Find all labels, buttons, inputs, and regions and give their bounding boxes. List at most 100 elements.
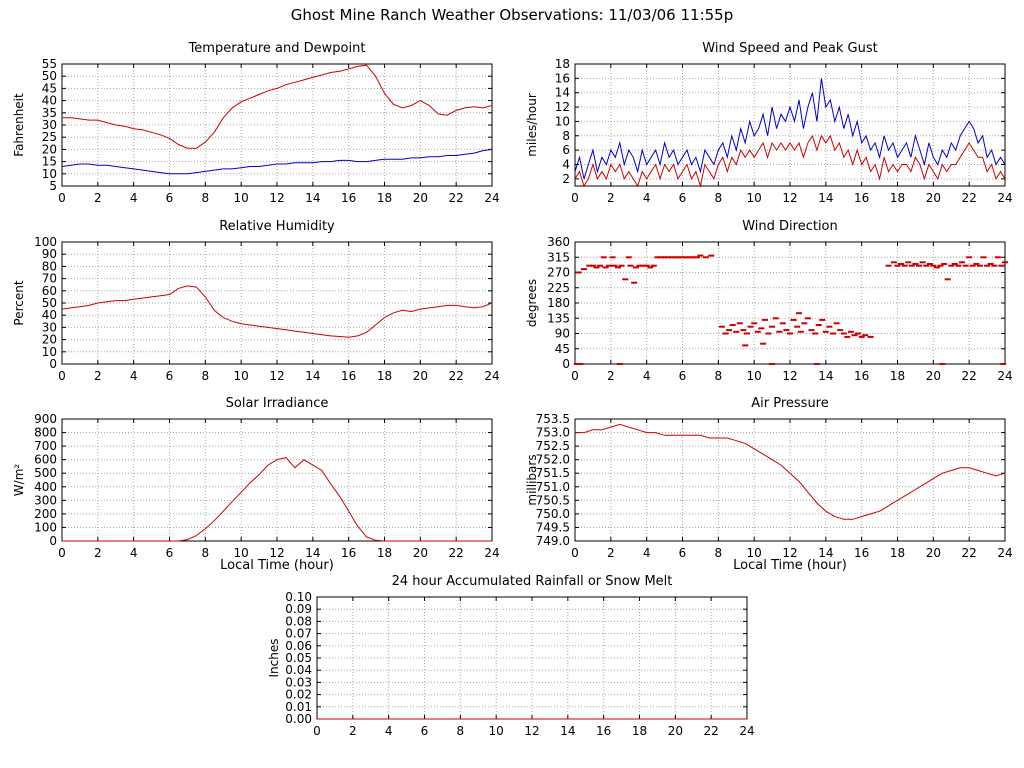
scatter-dash (908, 264, 915, 267)
y-axis-label: Percent (12, 280, 26, 325)
y-tick-label: 100 (34, 520, 57, 534)
scatter-dash (890, 261, 897, 264)
y-tick-label: 14 (555, 86, 570, 100)
chart-title: Temperature and Dewpoint (188, 41, 366, 56)
scatter-dash (740, 329, 747, 332)
scatter-dash (600, 256, 607, 259)
scatter-dash (790, 318, 797, 321)
scatter-dash (647, 266, 654, 269)
scatter-dash (926, 263, 933, 265)
scatter-dash (976, 264, 983, 267)
x-tick-label: 22 (962, 546, 977, 560)
y-tick-label: 25 (42, 130, 57, 144)
y-tick-label: 0.08 (285, 614, 312, 628)
x-tick-label: 18 (377, 191, 392, 205)
y-tick-label: 0.05 (285, 651, 312, 665)
x-tick-label: 6 (679, 369, 687, 383)
x-tick-label: 4 (130, 546, 138, 560)
series-relative-humidity (61, 285, 493, 338)
y-tick-label: 0.04 (285, 663, 312, 677)
y-tick-label: 300 (34, 493, 57, 507)
x-tick-label: 24 (997, 369, 1012, 383)
scatter-dash (744, 332, 750, 335)
series-wind-speed (574, 134, 1006, 188)
x-tick-label: 6 (421, 724, 429, 738)
y-tick-label: 752.5 (536, 439, 570, 453)
scatter-dash (575, 271, 582, 274)
scatter-dash (962, 264, 969, 267)
x-tick-label: 10 (747, 191, 762, 205)
scatter-dash (761, 318, 768, 321)
x-tick-label: 0 (58, 546, 66, 560)
y-tick-label: 100 (34, 236, 57, 249)
x-axis-label: Local Time (hour) (220, 558, 334, 573)
x-tick-label: 14 (305, 191, 320, 205)
y-tick-label: 60 (42, 284, 57, 298)
x-axis-label: Local Time (hour) (733, 558, 847, 573)
chart-relative-humidity: Relative Humidity 0 2 4 6 8 10 12 14 16 18 20 22 24 0… (12, 218, 512, 398)
scatter-dash (919, 261, 926, 264)
scatter-dash (776, 330, 783, 333)
x-tick-label: 2 (94, 546, 102, 560)
y-axis-label: degrees (525, 279, 539, 327)
y-axis-label: W/m² (12, 464, 26, 497)
x-tick-label: 22 (962, 191, 977, 205)
scatter-dash (742, 344, 749, 347)
x-tick-label: 6 (166, 191, 174, 205)
y-tick-label: 315 (547, 250, 570, 264)
y-tick-label: 10 (555, 114, 570, 128)
y-axis-label: Inches (267, 639, 281, 678)
y-tick-label: 750.5 (536, 493, 570, 507)
scatter-dash (837, 329, 844, 332)
x-tick-label: 10 (234, 546, 249, 560)
x-tick-label: 16 (854, 546, 869, 560)
y-tick-label: 0.10 (285, 591, 312, 604)
scatter-dash (991, 264, 998, 267)
y-tick-label: 753.5 (536, 413, 570, 426)
y-tick-label: 225 (547, 281, 570, 295)
scatter-dash (611, 264, 618, 267)
x-tick-label: 2 (349, 724, 357, 738)
x-tick-label: 0 (571, 191, 579, 205)
scatter-dash (650, 264, 657, 267)
y-tick-label: 90 (42, 247, 57, 261)
scatter-dash (994, 256, 1001, 259)
scatter-dash (679, 256, 686, 259)
scatter-dash (916, 264, 922, 267)
scatter-dash (796, 312, 802, 315)
scatter-dash (783, 329, 790, 332)
x-tick-label: 10 (234, 369, 249, 383)
x-tick-label: 22 (449, 191, 464, 205)
x-tick-label: 10 (489, 724, 504, 738)
x-tick-label: 20 (926, 546, 941, 560)
chart-title: Air Pressure (751, 396, 829, 411)
x-tick-label: 8 (715, 369, 723, 383)
x-tick-label: 6 (166, 369, 174, 383)
x-tick-label: 18 (377, 546, 392, 560)
y-tick-label: 135 (547, 311, 570, 325)
y-tick-label: 900 (34, 413, 57, 426)
x-tick-label: 4 (385, 724, 393, 738)
y-tick-label: 400 (34, 480, 57, 494)
scatter-dash (833, 322, 840, 325)
scatter-dash (797, 330, 804, 333)
y-tick-label: 20 (42, 333, 57, 347)
scatter-dash (722, 332, 729, 335)
x-tick-label: 14 (305, 369, 320, 383)
x-tick-label: 8 (715, 546, 723, 560)
y-tick-label: 6 (562, 143, 570, 157)
scatter-dash (702, 256, 709, 259)
scatter-dash (643, 264, 650, 267)
y-tick-label: 4 (562, 157, 570, 171)
x-tick-label: 18 (890, 191, 905, 205)
scatter-dash (930, 264, 937, 267)
x-tick-label: 22 (449, 369, 464, 383)
scatter-dash (736, 322, 743, 325)
chart-air-pressure: Air Pressure 0 2 4 6 8 10 12 14 16 18 20 22 24 749.0 7… (525, 395, 1024, 575)
series-air-pressure (575, 423, 1006, 520)
series-solar-irradiance (62, 457, 492, 542)
x-tick-label: 8 (715, 191, 723, 205)
x-tick-label: 4 (130, 191, 138, 205)
x-tick-label: 6 (166, 546, 174, 560)
x-tick-label: 14 (818, 369, 833, 383)
